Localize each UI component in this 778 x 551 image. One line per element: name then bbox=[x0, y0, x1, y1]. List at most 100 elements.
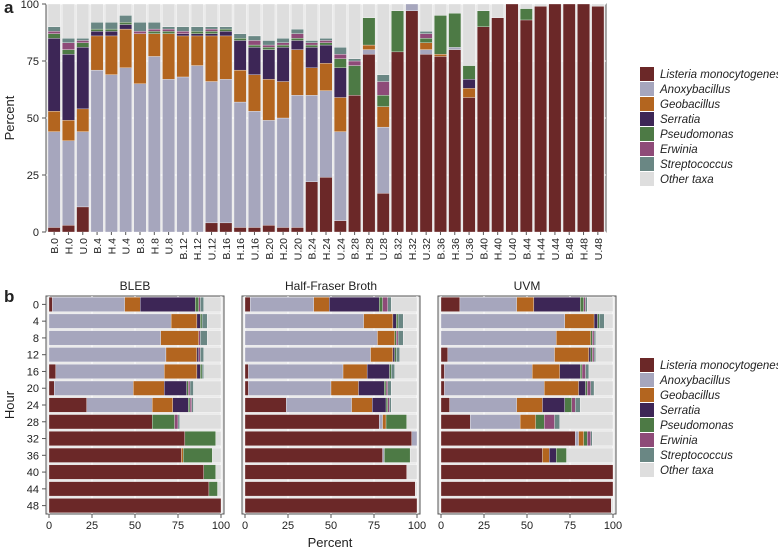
segment-listeria-monocytogenes bbox=[440, 297, 461, 312]
segment-listeria-monocytogenes bbox=[440, 364, 445, 379]
segment-pseudomonas bbox=[462, 65, 476, 80]
segment-erwinia bbox=[176, 31, 190, 34]
segment-pseudomonas bbox=[162, 31, 175, 34]
bar-b-12 bbox=[176, 3, 190, 233]
segment-geobacillus bbox=[133, 380, 165, 396]
segment-anoxybacillus bbox=[250, 297, 314, 312]
segment-anoxybacillus bbox=[55, 364, 165, 379]
segment-geobacillus bbox=[351, 397, 373, 413]
segment-anoxybacillus bbox=[248, 380, 332, 396]
bar-hour-44 bbox=[244, 481, 418, 497]
bar-hour-4 bbox=[244, 313, 418, 329]
segment-listeria-monocytogenes bbox=[48, 447, 182, 463]
segment-listeria-monocytogenes bbox=[448, 49, 462, 233]
plot-a-xtick-label: H.40 bbox=[493, 238, 505, 260]
segment-anoxybacillus bbox=[319, 90, 333, 178]
bar-u-44 bbox=[548, 3, 562, 233]
segment-anoxybacillus bbox=[48, 347, 167, 363]
bar-hour-32 bbox=[440, 431, 614, 446]
panel-b-label: b bbox=[4, 287, 14, 306]
facet-title: UVM bbox=[514, 279, 541, 293]
segment-anoxybacillus bbox=[233, 101, 247, 228]
segment-erwinia bbox=[319, 40, 333, 43]
segment-listeria-monocytogenes bbox=[244, 380, 249, 396]
segment-pseudomonas bbox=[208, 481, 218, 497]
segment-erwinia bbox=[385, 380, 388, 396]
segment-listeria-monocytogenes bbox=[244, 297, 251, 312]
legend-swatch-serratia bbox=[640, 112, 654, 126]
segment-streptococcus bbox=[590, 431, 593, 446]
plot-a-xtick-label: H.48 bbox=[579, 238, 591, 260]
facet-title: Half-Fraser Broth bbox=[285, 279, 377, 293]
bar-h-24 bbox=[319, 3, 333, 233]
segment-pseudomonas bbox=[448, 12, 462, 48]
segment-other-taxa bbox=[593, 380, 614, 396]
segment-pseudomonas bbox=[379, 297, 383, 312]
segment-anoxybacillus bbox=[190, 65, 204, 233]
segment-pseudomonas bbox=[520, 8, 533, 21]
plot-b-ytick-label: 4 bbox=[33, 316, 39, 328]
bar-hour-4 bbox=[48, 313, 222, 329]
panel-b-legend: Listeria monocytogenes Anoxybacillus Geoba… bbox=[640, 358, 778, 477]
segment-anoxybacillus bbox=[176, 76, 190, 233]
segment-pseudomonas bbox=[396, 313, 399, 329]
segment-other-taxa bbox=[162, 3, 175, 27]
plot-a-xtick-label: U.32 bbox=[421, 238, 433, 260]
segment-listeria-monocytogenes bbox=[291, 227, 304, 233]
segment-anoxybacillus bbox=[459, 297, 517, 312]
segment-geobacillus bbox=[76, 108, 90, 132]
segment-serratia bbox=[559, 364, 581, 379]
segment-listeria-monocytogenes bbox=[48, 414, 153, 430]
segment-listeria-monocytogenes bbox=[319, 177, 333, 233]
segment-serratia bbox=[262, 49, 276, 80]
segment-serratia bbox=[542, 397, 565, 413]
segment-streptococcus bbox=[389, 397, 392, 413]
segment-geobacillus bbox=[382, 414, 387, 430]
bar-hour-0 bbox=[48, 297, 222, 312]
segment-serratia bbox=[366, 364, 390, 379]
legend-label-erwinia: Erwinia bbox=[660, 144, 698, 156]
segment-listeria-monocytogenes bbox=[244, 364, 249, 379]
segment-pseudomonas bbox=[389, 364, 392, 379]
segment-other-taxa bbox=[604, 313, 614, 329]
segment-other-taxa bbox=[219, 3, 233, 27]
segment-listeria-monocytogenes bbox=[244, 498, 418, 513]
segment-pseudomonas bbox=[183, 447, 213, 463]
segment-listeria-monocytogenes bbox=[405, 10, 419, 233]
segment-serratia bbox=[305, 47, 318, 68]
segment-pseudomonas bbox=[105, 28, 118, 32]
plot-a-xtick-label: H.28 bbox=[364, 238, 376, 260]
segment-geobacillus bbox=[162, 33, 175, 80]
bar-hour-20 bbox=[48, 380, 222, 396]
bar-b-24 bbox=[305, 3, 318, 233]
legend-label-listeria-monocytogenes: Listeria monocytogenes bbox=[660, 69, 778, 81]
segment-serratia bbox=[248, 47, 261, 75]
plot-a-xtick-label: H.20 bbox=[278, 238, 290, 260]
segment-anoxybacillus bbox=[148, 56, 161, 233]
segment-streptococcus bbox=[593, 347, 596, 363]
segment-anoxybacillus bbox=[76, 131, 90, 208]
segment-anoxybacillus bbox=[440, 330, 557, 346]
segment-anoxybacillus bbox=[440, 313, 565, 329]
plot-a-xtick-label: B.44 bbox=[521, 238, 533, 260]
segment-geobacillus bbox=[133, 33, 147, 84]
legend-swatch-other-taxa bbox=[640, 172, 654, 186]
segment-geobacillus bbox=[248, 74, 261, 112]
segment-anoxybacillus bbox=[48, 330, 161, 346]
segment-listeria-monocytogenes bbox=[233, 227, 247, 233]
segment-serratia bbox=[578, 380, 586, 396]
segment-erwinia bbox=[205, 28, 218, 32]
segment-other-taxa bbox=[403, 330, 418, 346]
segment-other-taxa bbox=[203, 297, 222, 312]
segment-other-taxa bbox=[176, 3, 190, 27]
segment-geobacillus bbox=[419, 42, 433, 50]
segment-streptococcus bbox=[205, 26, 218, 30]
segment-geobacillus bbox=[164, 364, 198, 379]
segment-serratia bbox=[119, 24, 132, 30]
bar-u-8 bbox=[162, 3, 175, 233]
legend-label-pseudomonas: Pseudomonas bbox=[660, 420, 734, 432]
segment-pseudomonas bbox=[580, 364, 583, 379]
segment-anoxybacillus bbox=[244, 330, 378, 346]
segment-other-taxa bbox=[179, 414, 222, 430]
segment-listeria-monocytogenes bbox=[440, 464, 614, 480]
